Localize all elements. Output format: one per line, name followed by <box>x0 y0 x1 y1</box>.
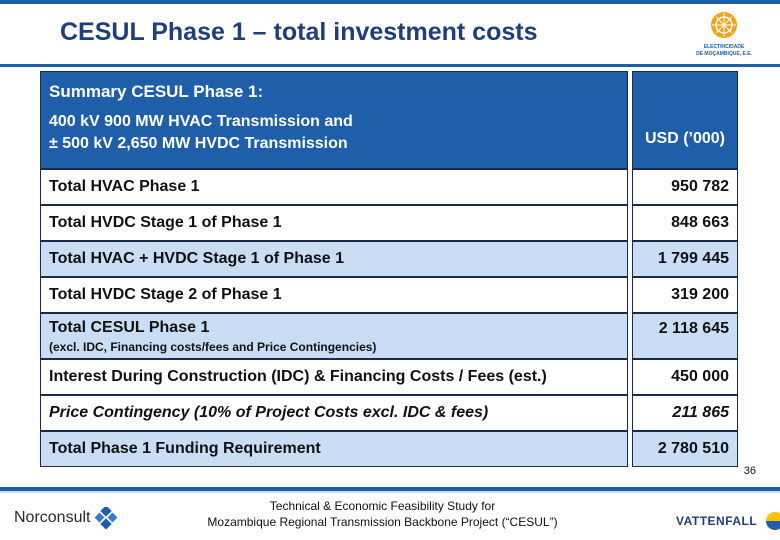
title-bar: CESUL Phase 1 – total investment costs E… <box>0 0 780 67</box>
header-summary: Summary CESUL Phase 1: <box>49 82 264 101</box>
row-value: 319 200 <box>671 286 729 303</box>
table-row: Interest During Construction (IDC) & Fin… <box>40 359 738 395</box>
row-value: 1 799 445 <box>657 250 729 267</box>
edm-logo-icon: ELECTRICIDADE DE MOÇAMBIQUE, E.E. <box>696 12 752 57</box>
page-title: CESUL Phase 1 – total investment costs <box>60 18 538 46</box>
table-header-row: Summary CESUL Phase 1: 400 kV 900 MW HVA… <box>40 71 738 169</box>
norconsult-logo: Norconsult <box>14 507 118 529</box>
row-value: 2 118 645 <box>658 320 729 337</box>
row-note: (excl. IDC, Financing costs/fees and Pri… <box>49 339 377 354</box>
investment-costs-table: Summary CESUL Phase 1: 400 kV 900 MW HVA… <box>40 71 738 467</box>
footer-line-2: Mozambique Regional Transmission Backbon… <box>207 515 558 529</box>
footer-divider <box>0 487 780 491</box>
vattenfall-logo: VATTENFALL <box>676 510 780 532</box>
svg-text:ELECTRICIDADE: ELECTRICIDADE <box>704 44 745 50</box>
row-label-cell: Total HVDC Stage 1 of Phase 1 <box>40 205 628 241</box>
row-label-cell: Total HVDC Stage 2 of Phase 1 <box>40 277 628 313</box>
header-unit-cell: USD (’000) <box>632 71 738 169</box>
row-label-cell: Price Contingency (10% of Project Costs … <box>40 395 628 431</box>
row-label: Interest During Construction (IDC) & Fin… <box>49 368 547 385</box>
vattenfall-logo-text: VATTENFALL <box>676 514 758 528</box>
row-label-cell: Total CESUL Phase 1 (excl. IDC, Financin… <box>40 313 628 359</box>
row-label: Total HVDC Stage 2 of Phase 1 <box>49 286 282 303</box>
table-row: Total CESUL Phase 1 (excl. IDC, Financin… <box>40 313 738 359</box>
title-accent-line <box>0 0 780 4</box>
row-label-cell: Total Phase 1 Funding Requirement <box>40 431 628 467</box>
row-value-cell: 2 780 510 <box>632 431 738 467</box>
row-label-cell: Total HVAC + HVDC Stage 1 of Phase 1 <box>40 241 628 277</box>
header-line-b: ± 500 kV 2,650 MW HVDC Transmission <box>49 135 348 152</box>
table-row: Price Contingency (10% of Project Costs … <box>40 395 738 431</box>
table-row: Total HVDC Stage 1 of Phase 1 848 663 <box>40 205 738 241</box>
row-label: Total CESUL Phase 1 <box>49 318 210 336</box>
header-description-cell: Summary CESUL Phase 1: 400 kV 900 MW HVA… <box>40 71 628 169</box>
row-value: 848 663 <box>671 214 729 231</box>
row-value: 2 780 510 <box>657 440 729 457</box>
table-row: Total HVAC Phase 1 950 782 <box>40 169 738 205</box>
footer-divider-light <box>0 491 780 493</box>
norconsult-logo-text: Norconsult <box>14 509 91 526</box>
header-unit: USD (’000) <box>644 130 726 147</box>
row-value-cell: 950 782 <box>632 169 738 205</box>
norconsult-diamond-icon <box>95 507 118 529</box>
row-value-cell: 319 200 <box>632 277 738 313</box>
row-label: Total HVAC + HVDC Stage 1 of Phase 1 <box>49 250 345 267</box>
svg-text:DE MOÇAMBIQUE, E.E.: DE MOÇAMBIQUE, E.E. <box>696 51 752 57</box>
row-value: 950 782 <box>671 178 729 195</box>
row-label-cell: Interest During Construction (IDC) & Fin… <box>40 359 628 395</box>
vattenfall-sun-icon <box>766 512 780 530</box>
page-number: 36 <box>743 465 756 477</box>
footer-caption: Technical & Economic Feasibility Study f… <box>150 498 615 530</box>
row-value-cell: 848 663 <box>632 205 738 241</box>
header-line-a: 400 kV 900 MW HVAC Transmission and <box>49 113 353 130</box>
row-value-cell: 450 000 <box>632 359 738 395</box>
row-value: 211 865 <box>672 404 729 421</box>
footer-line-1: Technical & Economic Feasibility Study f… <box>269 499 496 513</box>
row-value-cell: 1 799 445 <box>632 241 738 277</box>
row-value-cell: 211 865 <box>632 395 738 431</box>
table-row: Total HVDC Stage 2 of Phase 1 319 200 <box>40 277 738 313</box>
row-value-cell: 2 118 645 <box>632 313 738 359</box>
row-label-cell: Total HVAC Phase 1 <box>40 169 628 205</box>
row-label: Total HVDC Stage 1 of Phase 1 <box>49 214 282 231</box>
table-row: Total Phase 1 Funding Requirement 2 780 … <box>40 431 738 467</box>
table-row: Total HVAC + HVDC Stage 1 of Phase 1 1 7… <box>40 241 738 277</box>
row-label: Total HVAC Phase 1 <box>49 178 200 195</box>
row-value: 450 000 <box>671 368 729 385</box>
row-label: Price Contingency (10% of Project Costs … <box>49 404 489 421</box>
row-label: Total Phase 1 Funding Requirement <box>49 440 321 457</box>
